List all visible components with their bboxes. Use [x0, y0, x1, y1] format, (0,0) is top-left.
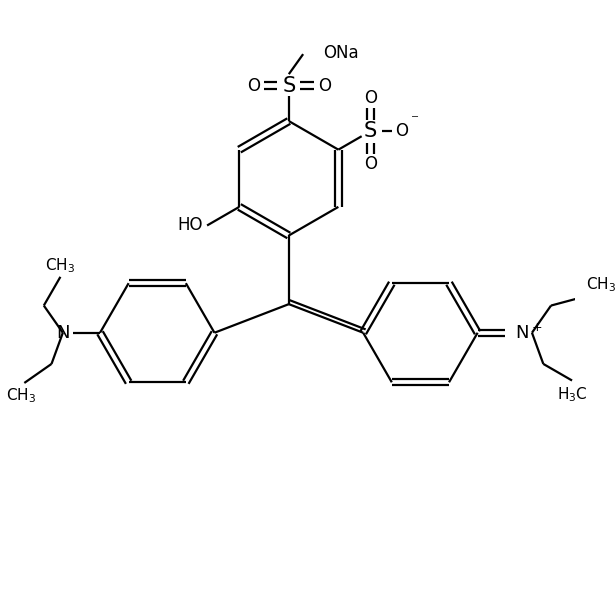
Text: N$^+$: N$^+$	[515, 323, 542, 343]
Text: H$_3$C: H$_3$C	[557, 385, 587, 404]
Text: CH$_3$: CH$_3$	[46, 256, 76, 274]
Text: O: O	[395, 122, 408, 140]
Text: ONa: ONa	[323, 44, 359, 62]
Text: O: O	[364, 89, 377, 107]
Text: ⁻: ⁻	[411, 112, 419, 127]
Text: O: O	[364, 155, 377, 173]
Text: CH$_3$: CH$_3$	[6, 386, 36, 405]
Text: S: S	[282, 76, 295, 96]
Text: O: O	[318, 77, 331, 95]
Text: CH$_3$: CH$_3$	[586, 276, 615, 294]
Text: S: S	[364, 121, 377, 141]
Text: HO: HO	[177, 217, 202, 235]
Text: O: O	[247, 77, 260, 95]
Text: N: N	[56, 324, 69, 342]
